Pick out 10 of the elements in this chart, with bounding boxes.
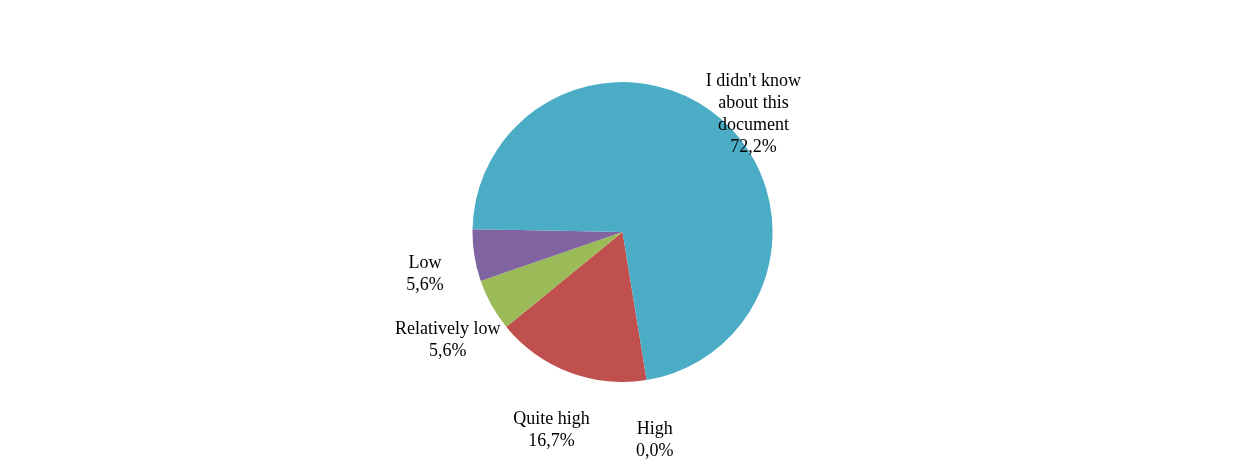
text: 0,0% — [635, 440, 674, 461]
data-label: 5,6% — [429, 340, 467, 361]
data-label: 5,6% — [406, 274, 444, 295]
data-label: 16,7% — [528, 430, 575, 450]
slice-label: Low — [408, 252, 442, 273]
pie-slice — [506, 232, 647, 382]
pie-slice — [472, 229, 623, 281]
slice-label: Relatively low — [395, 318, 501, 339]
category-label: High — [636, 418, 673, 439]
slice-label: Quite high — [513, 408, 590, 428]
